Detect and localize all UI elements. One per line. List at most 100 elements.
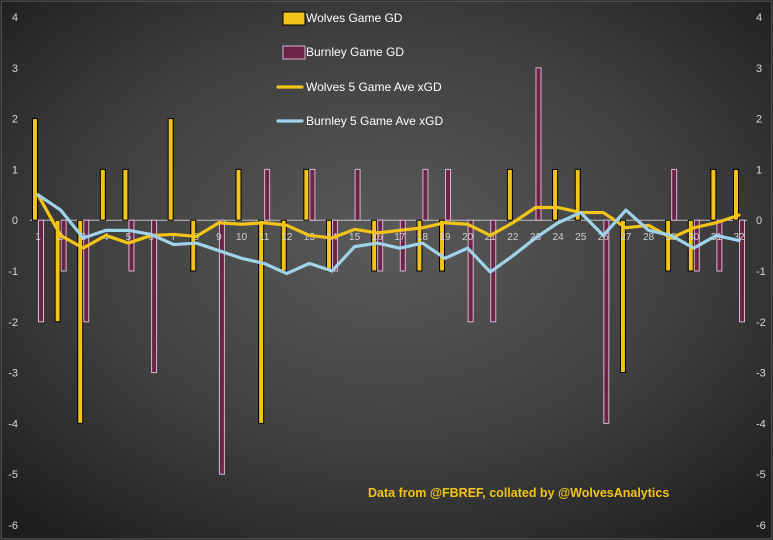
wolves-gd-bar	[32, 118, 38, 221]
bars-group	[32, 67, 745, 475]
burnley-gd-bar	[716, 219, 723, 272]
y-tick-label-left: 4	[12, 12, 18, 24]
x-tick-label: 22	[507, 232, 519, 243]
burnley-gd-bar	[60, 219, 67, 272]
y-tick-label-right: 0	[756, 215, 762, 227]
x-tick-label: 18	[417, 232, 429, 243]
wolves-gd-bar	[665, 219, 672, 272]
wolves-gd-bar	[710, 168, 717, 221]
x-tick-label: 10	[236, 232, 248, 243]
legend-label: Wolves 5 Game Ave xGD	[306, 80, 442, 94]
x-tick-label: 15	[349, 232, 361, 243]
legend: Wolves Game GD Burnley Game GD Wolves 5 Ga…	[276, 11, 444, 128]
wolves-gd-bar	[235, 168, 242, 221]
y-tick-label-right: 2	[756, 114, 762, 126]
x-tick-label: 19	[439, 232, 451, 243]
lines-group	[36, 193, 741, 276]
burnley-gd-bar	[739, 219, 745, 323]
y-tick-label-left: 3	[12, 63, 18, 75]
burnley-gd-bar	[151, 219, 158, 374]
y-tick-label-left: 0	[12, 215, 18, 227]
burnley-gd-bar	[128, 219, 135, 272]
y-tick-label-left: 1	[12, 164, 18, 176]
burnley-gd-bar	[331, 219, 338, 272]
y-tick-label-right: 3	[756, 63, 762, 75]
wolves-gd-bar	[280, 219, 287, 272]
y-axis-right: 4 3 2 1 0 -1 -2 -3 -4 -5 -6	[756, 12, 766, 532]
burnley-gd-bar	[38, 219, 44, 323]
burnley-gd-bar	[467, 219, 474, 323]
x-tick-label: 13	[304, 232, 316, 243]
legend-label: Burnley Game GD	[306, 45, 404, 59]
burnley-xgd-line	[36, 193, 741, 276]
burnley-gd-bar	[83, 219, 90, 323]
wolves-gd-bar	[258, 219, 265, 424]
y-tick-label-right: -4	[756, 418, 766, 430]
wolves-gd-bar	[190, 219, 197, 272]
x-tick-label: 32	[733, 232, 745, 243]
wolves-gd-bar	[122, 168, 129, 221]
x-tick-label: 5	[126, 232, 132, 243]
x-tick-label: 25	[575, 232, 587, 243]
y-tick-label-left: -1	[8, 266, 18, 278]
burnley-gd-bar	[671, 168, 678, 221]
wolves-gd-bar	[167, 118, 174, 221]
y-tick-label-left: -4	[8, 418, 18, 430]
credit-annotation: Data from @FBREF, collated by @WolvesAna…	[368, 486, 669, 500]
x-tick-label: 1	[35, 232, 41, 243]
wolves-gd-bar	[439, 219, 446, 272]
y-tick-label-left: -3	[8, 368, 18, 380]
x-tick-label: 30	[688, 232, 700, 243]
x-tick-label: 27	[620, 232, 632, 243]
wolves-gd-bar	[574, 168, 581, 221]
burnley-gd-bar	[354, 168, 361, 221]
wolves-gd-bar	[552, 168, 559, 221]
x-tick-label: 21	[485, 232, 497, 243]
y-axis-left: 4 3 2 1 0 -1 -2 -3 -4 -5 -6	[8, 12, 18, 532]
x-tick-label: 24	[553, 232, 565, 243]
burnley-gd-bar	[445, 168, 452, 221]
x-tick-label: 4	[103, 232, 109, 243]
y-tick-label-right: -1	[756, 266, 766, 278]
wolves-gd-bar	[371, 219, 378, 272]
burnley-gd-bar	[309, 168, 316, 221]
x-tick-label: 12	[281, 232, 293, 243]
wolves-gd-bar	[506, 168, 513, 221]
x-tick-label: 11	[259, 232, 270, 243]
x-tick-label: 20	[462, 232, 474, 243]
y-tick-label-right: -2	[756, 317, 766, 329]
y-tick-label-left: -5	[8, 469, 18, 481]
legend-swatch-bar	[282, 45, 306, 60]
wolves-gd-bar	[733, 168, 739, 221]
x-tick-label: 31	[711, 232, 723, 243]
burnley-gd-bar	[603, 219, 610, 424]
legend-label: Wolves Game GD	[306, 11, 403, 25]
y-tick-label-right: -6	[756, 520, 766, 532]
y-tick-label-right: -5	[756, 469, 766, 481]
wolves-gd-bar	[325, 219, 332, 272]
x-tick-label: 26	[598, 232, 610, 243]
y-tick-label-left: -6	[8, 520, 18, 532]
x-tick-label: 2	[58, 232, 64, 243]
x-tick-label: 9	[216, 232, 222, 243]
x-tick-label: 7	[171, 232, 177, 243]
wolves-gd-bar	[619, 219, 626, 374]
legend-swatch-bar	[282, 11, 306, 26]
legend-label: Burnley 5 Game Ave xGD	[306, 114, 444, 128]
x-tick-label: 17	[394, 232, 406, 243]
burnley-gd-bar	[422, 168, 429, 221]
x-tick-label: 28	[643, 232, 655, 243]
wolves-gd-bar	[54, 219, 61, 323]
burnley-gd-bar	[264, 168, 271, 221]
y-tick-label-right: -3	[756, 368, 766, 380]
wolves-gd-bar	[303, 168, 310, 221]
y-tick-label-right: 1	[756, 164, 762, 176]
burnley-gd-bar	[218, 219, 225, 475]
y-tick-label-left: -2	[8, 317, 18, 329]
wolves-gd-bar	[99, 168, 106, 221]
y-tick-label-left: 2	[12, 114, 18, 126]
x-tick-label: 16	[372, 232, 384, 243]
burnley-gd-bar	[535, 67, 542, 221]
